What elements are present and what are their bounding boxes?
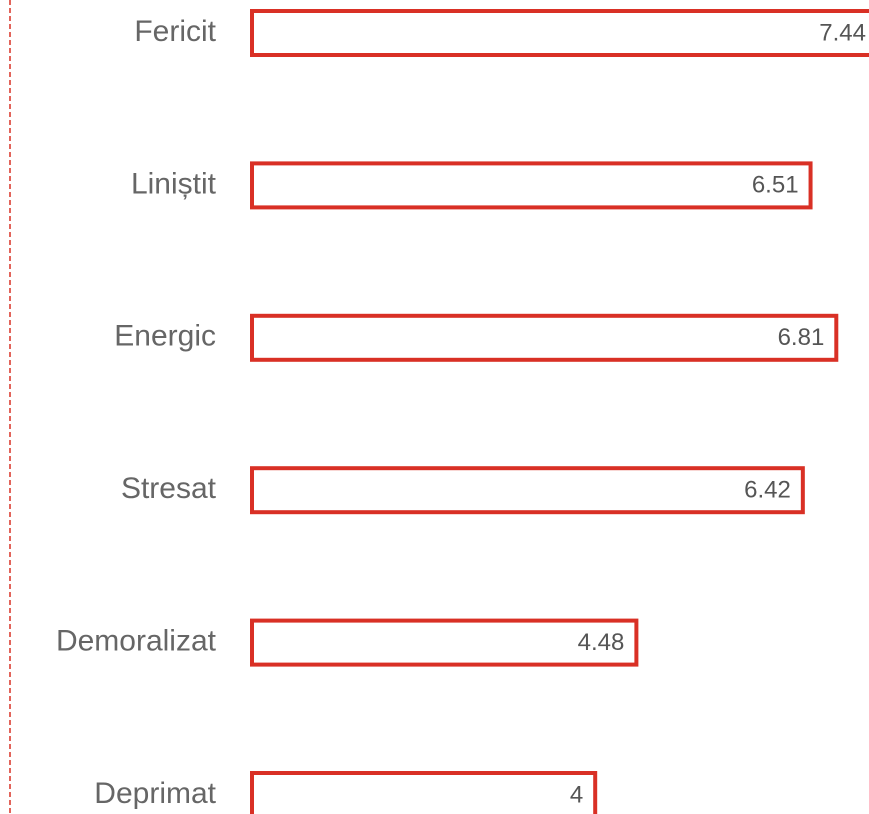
category-label: Demoralizat (56, 625, 217, 658)
category-label: Liniștit (131, 167, 217, 200)
bar (250, 9, 869, 57)
value-label: 4 (570, 781, 583, 808)
category-label: Energic (114, 320, 216, 353)
bar (250, 618, 639, 667)
category-label: Fericit (134, 15, 216, 48)
value-label: 6.51 (752, 172, 799, 199)
value-label: 4.48 (578, 629, 625, 656)
bar (250, 161, 813, 210)
bar (250, 771, 598, 814)
bar (250, 466, 805, 515)
value-label: 6.81 (778, 324, 825, 351)
category-label: Stresat (121, 472, 217, 505)
category-label: Deprimat (94, 777, 216, 810)
value-label: 7.44 (819, 19, 866, 46)
bar (250, 313, 839, 362)
value-label: 6.42 (744, 477, 791, 504)
